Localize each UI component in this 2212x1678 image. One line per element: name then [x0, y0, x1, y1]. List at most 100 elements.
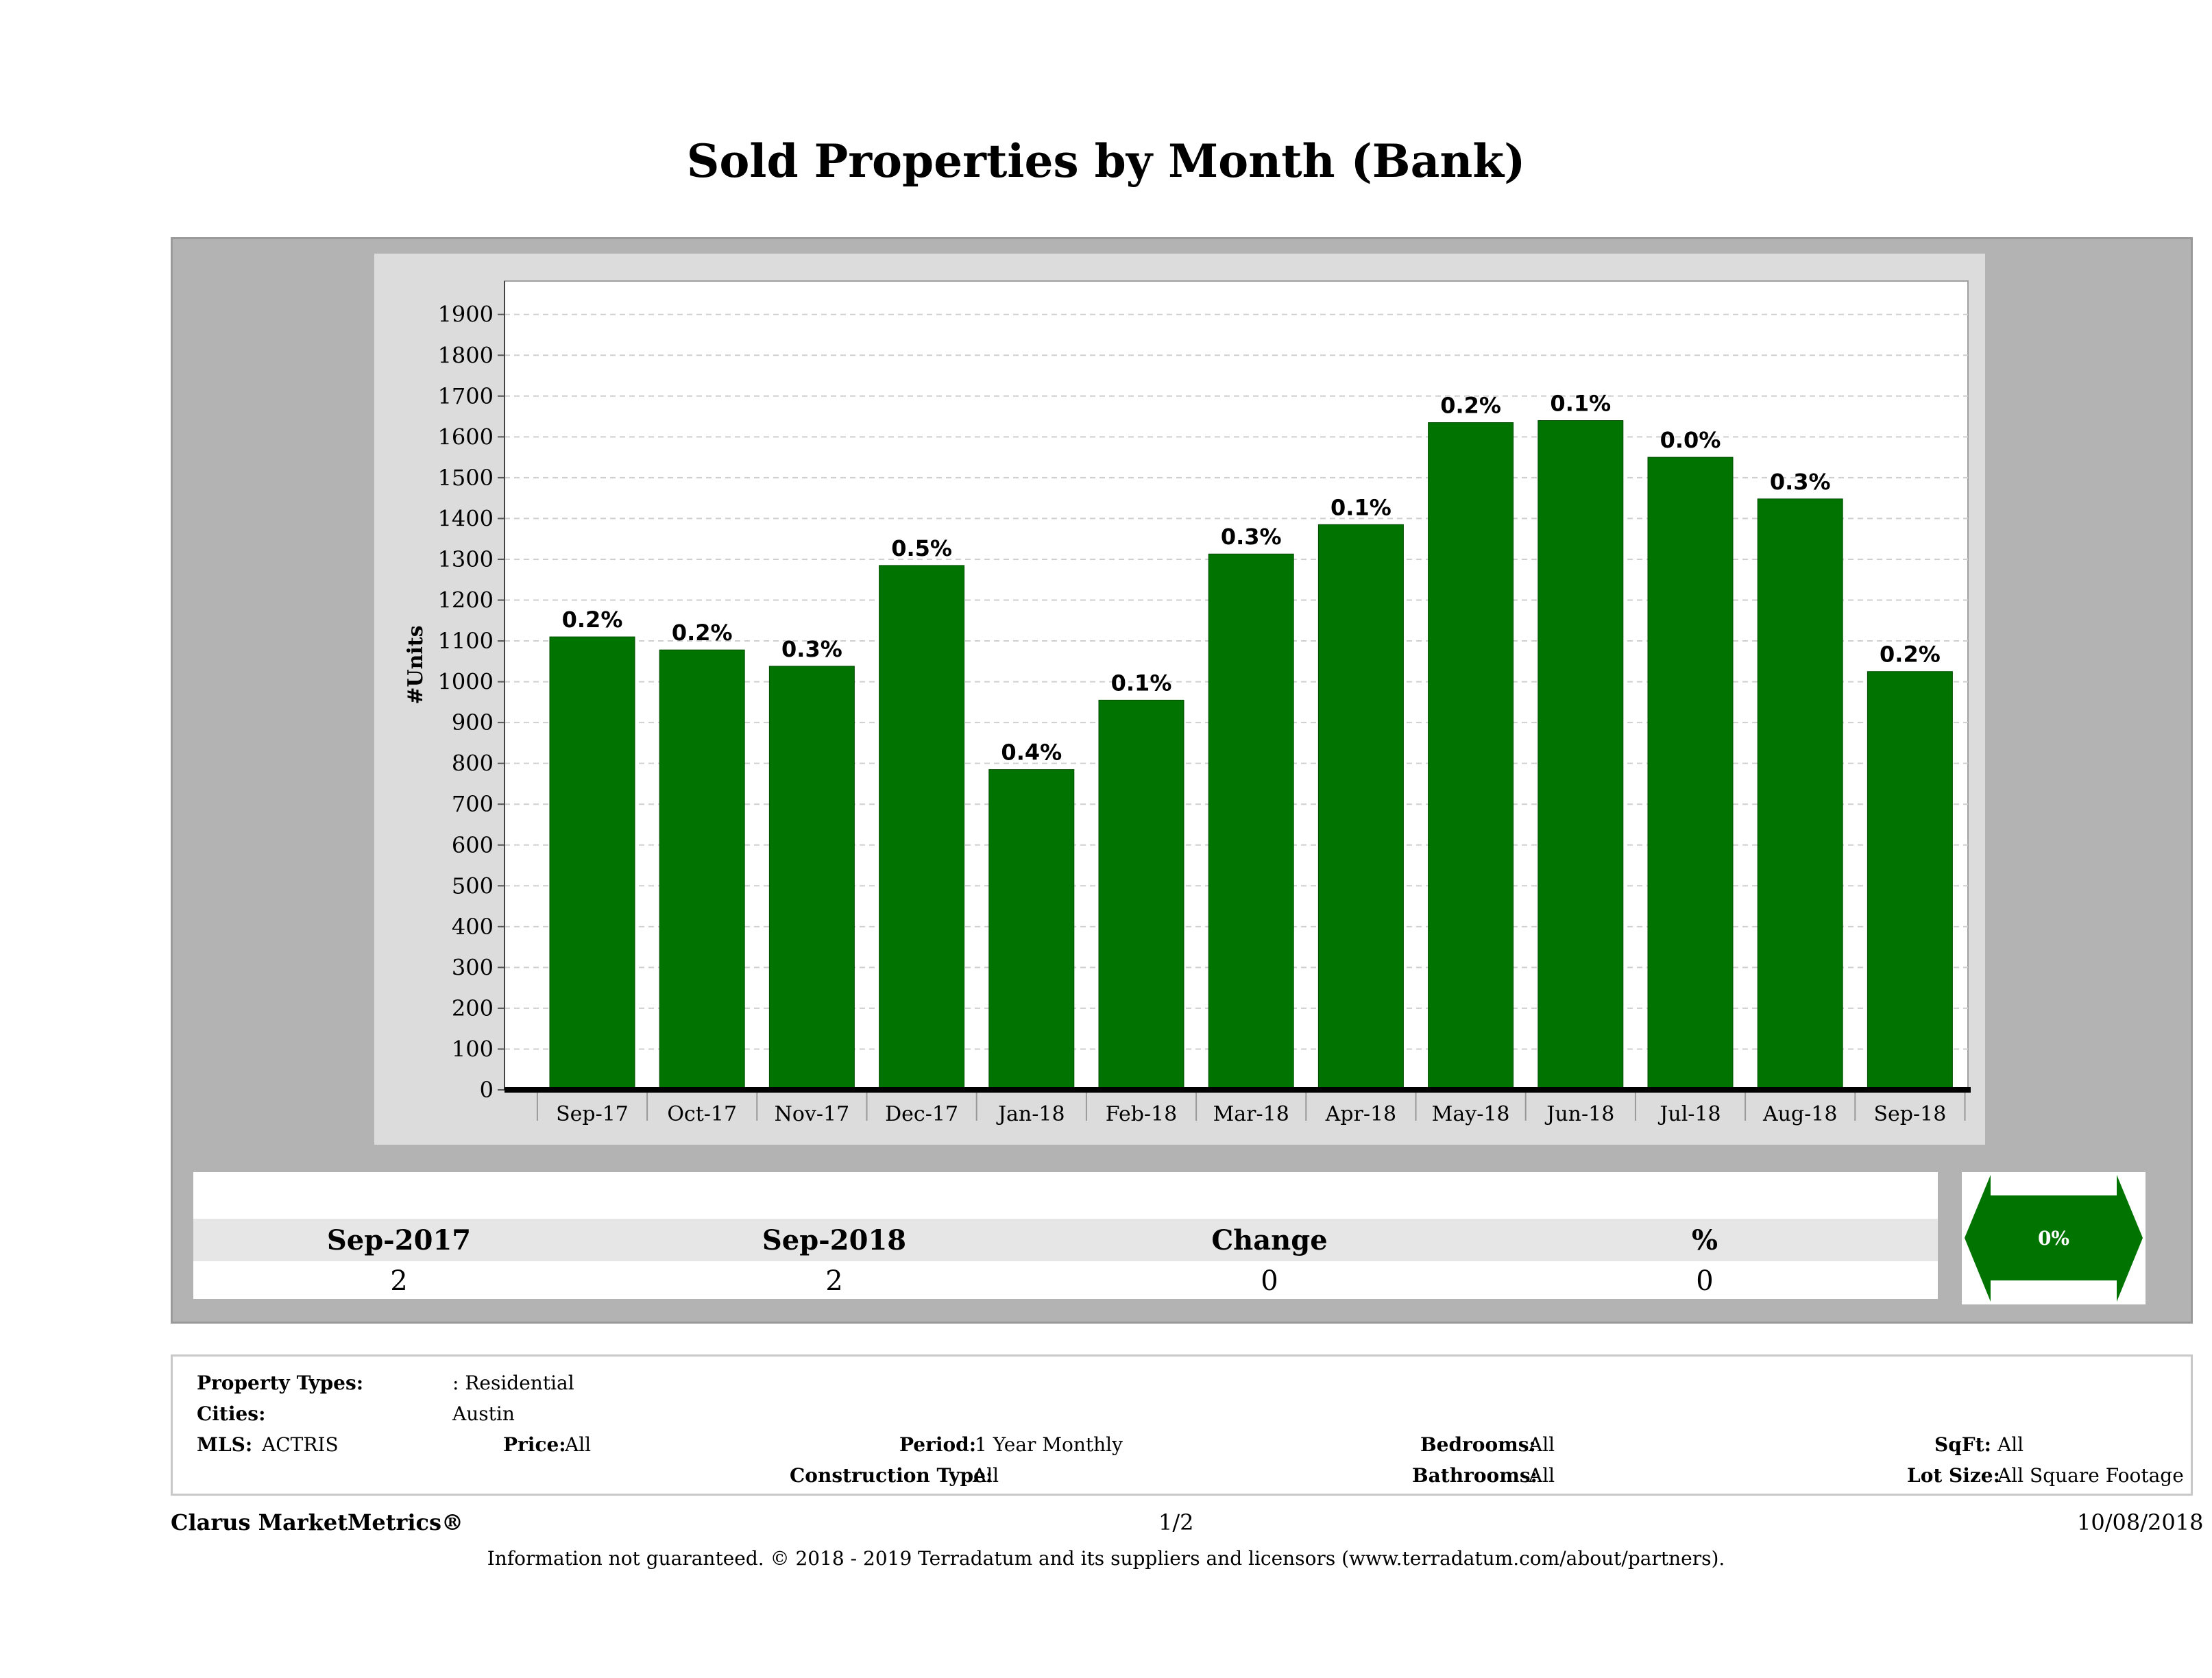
bar-aug-18 — [1757, 498, 1843, 1091]
y-tick-label: 800 — [452, 751, 494, 777]
mls-label: MLS: — [197, 1433, 253, 1456]
y-tick-label: 1800 — [438, 342, 494, 368]
bar-apr-18 — [1317, 524, 1404, 1091]
bedrooms-label: Bedrooms: — [1420, 1433, 1536, 1456]
bar-may-18 — [1428, 422, 1514, 1091]
double-arrow-icon: 0% — [1965, 1175, 2143, 1302]
y-tick-label: 1200 — [438, 587, 494, 613]
price-value: All — [565, 1433, 592, 1456]
x-tick-label: Nov-17 — [775, 1102, 850, 1126]
bar-oct-17 — [659, 649, 745, 1091]
change-indicator: 0% — [1962, 1172, 2146, 1304]
lot-size-value: All Square Footage — [1997, 1464, 2184, 1487]
y-tick-label: 1100 — [438, 628, 494, 654]
disclaimer: Information not guaranteed. © 2018 - 201… — [487, 1547, 1725, 1570]
x-tick-label: Oct-17 — [667, 1102, 737, 1126]
cities-label: Cities: — [197, 1402, 266, 1425]
bar-jan-18 — [988, 769, 1075, 1091]
stats-value-current: 2 — [825, 1265, 843, 1297]
report-date: 10/08/2018 — [2077, 1509, 2204, 1535]
data-label: 0.3% — [1221, 524, 1282, 550]
brand-name: Clarus MarketMetrics® — [171, 1509, 464, 1535]
sqft-value: All — [1997, 1433, 2024, 1456]
y-axis-label: #Units — [404, 625, 428, 704]
x-tick-label: Jun-18 — [1544, 1102, 1614, 1126]
y-tick-label: 100 — [452, 1036, 494, 1062]
bar-sep-18 — [1867, 671, 1953, 1091]
x-tick-label: Aug-18 — [1762, 1102, 1838, 1126]
lot-size-label: Lot Size: — [1907, 1464, 2000, 1487]
bar-nov-17 — [768, 666, 855, 1091]
y-tick-label: 400 — [452, 914, 494, 940]
bar-sep-17 — [549, 636, 635, 1091]
bar-jun-18 — [1538, 420, 1624, 1091]
y-tick-label: 1900 — [438, 302, 494, 328]
bar-dec-17 — [879, 565, 965, 1091]
data-label: 0.4% — [1001, 740, 1062, 766]
stats-value-row — [193, 1261, 1938, 1299]
data-label: 0.2% — [562, 607, 623, 633]
stats-table: Sep-2017 Sep-2018 Change % 2 2 0 0 — [193, 1172, 1938, 1306]
stats-value-prev: 2 — [390, 1265, 408, 1297]
stats-header-row — [193, 1219, 1938, 1261]
mls-value: ACTRIS — [262, 1433, 339, 1456]
stats-value-percent: 0 — [1696, 1265, 1714, 1297]
page-title: Sold Properties by Month (Bank) — [686, 134, 1526, 188]
bar-mar-18 — [1208, 553, 1294, 1091]
stats-value-change: 0 — [1261, 1265, 1278, 1297]
data-label: 0.3% — [781, 636, 842, 662]
stats-band-top — [193, 1172, 1938, 1219]
data-label: 0.1% — [1550, 391, 1611, 417]
x-tick-label: Sep-17 — [556, 1102, 629, 1126]
y-tick-label: 900 — [452, 709, 494, 735]
bar-chart: 0 100 200 300 400 500 600 700 800 900 1000 1100 1200… — [404, 280, 1971, 1126]
y-tick-label: 1400 — [438, 505, 494, 531]
property-types-label: Property Types: — [197, 1372, 364, 1394]
data-label: 0.1% — [1330, 494, 1391, 520]
period-label: Period: — [899, 1433, 977, 1456]
price-label: Price: — [503, 1433, 566, 1456]
data-label: 0.3% — [1770, 469, 1831, 495]
sqft-label: SqFt: — [1934, 1433, 1991, 1456]
change-arrow-label: 0% — [2038, 1227, 2069, 1250]
y-tick-label: 200 — [452, 995, 494, 1021]
x-tick-label: Apr-18 — [1325, 1102, 1397, 1126]
y-tick-label: 700 — [452, 791, 494, 817]
data-label: 0.2% — [1880, 642, 1941, 668]
data-label: 0.2% — [1440, 393, 1501, 419]
stats-header-percent: % — [1691, 1224, 1718, 1256]
x-tick-label: Dec-17 — [885, 1102, 958, 1126]
bathrooms-value: All — [1529, 1464, 1555, 1487]
bar-jul-18 — [1647, 457, 1734, 1091]
data-label: 0.2% — [672, 620, 733, 646]
cities-value: Austin — [452, 1402, 515, 1425]
stats-header-current: Sep-2018 — [762, 1224, 907, 1256]
y-tick-label: 500 — [452, 873, 494, 899]
bedrooms-value: All — [1529, 1433, 1555, 1456]
y-tick-label: 1500 — [438, 465, 494, 491]
page-number: 1/2 — [1158, 1509, 1194, 1535]
y-tick-label: 0 — [480, 1077, 494, 1103]
stats-header-change: Change — [1211, 1224, 1328, 1256]
bar-feb-18 — [1098, 699, 1184, 1091]
x-tick-label: Jul-18 — [1657, 1102, 1721, 1126]
x-tick-label: Jan-18 — [996, 1102, 1065, 1126]
period-value: 1 Year Monthly — [975, 1433, 1123, 1456]
x-tick-label: Mar-18 — [1213, 1102, 1289, 1126]
property-types-value: : Residential — [452, 1372, 574, 1394]
y-tick-label: 300 — [452, 954, 494, 980]
construction-type-value: All — [973, 1464, 999, 1487]
x-tick-label: Sep-18 — [1873, 1102, 1946, 1126]
data-label: 0.1% — [1111, 670, 1172, 696]
data-label: 0.0% — [1660, 427, 1721, 453]
bathrooms-label: Bathrooms: — [1412, 1464, 1538, 1487]
y-tick-label: 1300 — [438, 546, 494, 572]
data-label: 0.5% — [891, 535, 952, 561]
y-tick-label: 1700 — [438, 383, 494, 409]
x-tick-label: May-18 — [1432, 1102, 1510, 1126]
x-tick-label: Feb-18 — [1106, 1102, 1177, 1126]
criteria-box: Property Types: : Residential Cities: Au… — [171, 1354, 2193, 1496]
chart-area: 0 100 200 300 400 500 600 700 800 900 1000 1100 1200… — [374, 254, 1985, 1145]
y-tick-label: 600 — [452, 832, 494, 858]
y-tick-label: 1600 — [438, 424, 494, 450]
